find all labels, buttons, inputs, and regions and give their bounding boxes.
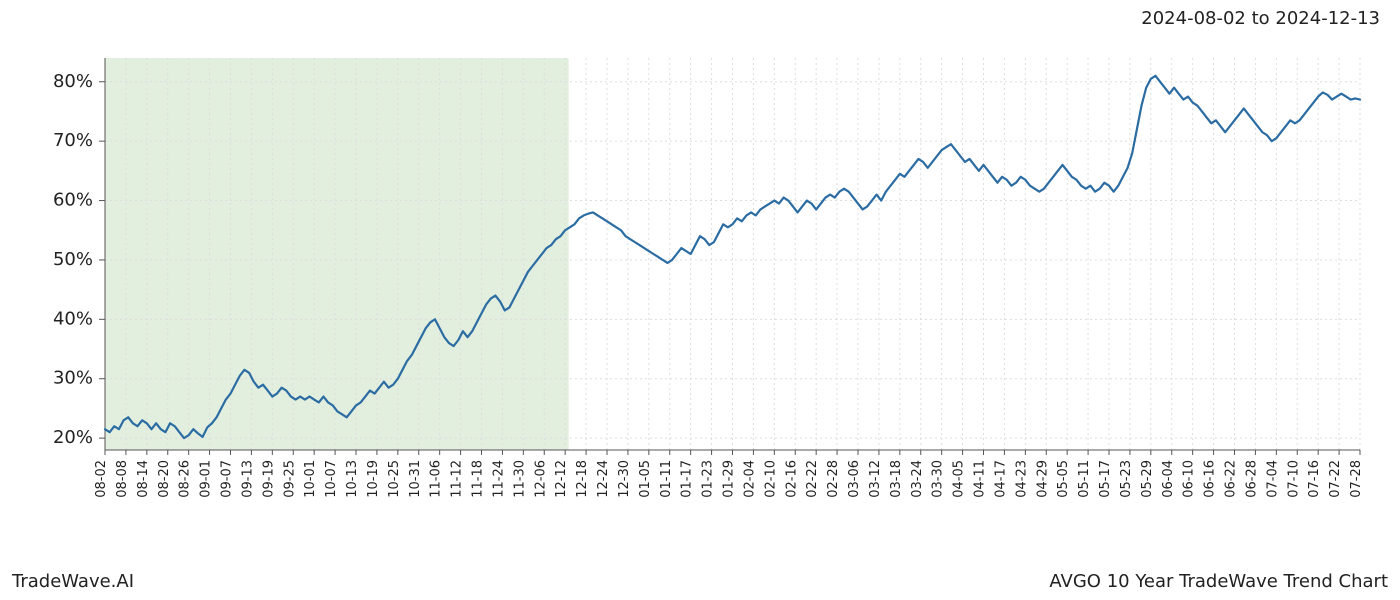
xtick-label: 04-23 — [1014, 460, 1029, 498]
xtick-label: 06-16 — [1203, 460, 1218, 498]
xtick-label: 02-10 — [763, 460, 778, 498]
xtick-label: 05-11 — [1077, 460, 1092, 498]
xtick-label: 10-31 — [408, 460, 423, 498]
xtick-label: 12-24 — [596, 460, 611, 498]
ytick-label: 40% — [53, 308, 93, 329]
xtick-label: 11-18 — [471, 460, 486, 498]
ytick-label: 80% — [53, 71, 93, 92]
xtick-label: 11-12 — [450, 460, 465, 498]
xtick-label: 06-04 — [1161, 460, 1176, 498]
ytick-label: 20% — [53, 427, 93, 448]
xtick-label: 02-28 — [826, 460, 841, 498]
xtick-label: 06-22 — [1224, 460, 1239, 498]
xtick-label: 02-22 — [805, 460, 820, 498]
date-range-label: 2024-08-02 to 2024-12-13 — [1141, 8, 1380, 29]
xtick-label: 03-12 — [868, 460, 883, 498]
xtick-label: 02-16 — [784, 460, 799, 498]
xtick-label: 10-13 — [345, 460, 360, 498]
trend-chart: 20% 30% 40% 50% 60% 70% 80% 08-02 08-08 08-14 08-2… — [0, 40, 1400, 560]
xtick-label: 05-23 — [1119, 460, 1134, 498]
xtick-label: 08-14 — [136, 460, 151, 498]
xtick-label: 07-28 — [1349, 460, 1364, 498]
xtick-label: 07-04 — [1265, 460, 1280, 498]
xtick-label: 09-13 — [240, 460, 255, 498]
xtick-label: 05-29 — [1140, 460, 1155, 498]
xtick-label: 03-30 — [931, 460, 946, 498]
xtick-label: 12-06 — [533, 460, 548, 498]
xtick-label: 05-05 — [1056, 460, 1071, 498]
chart-title: AVGO 10 Year TradeWave Trend Chart — [1049, 571, 1388, 592]
xtick-label: 09-07 — [220, 460, 235, 498]
ytick-label: 50% — [53, 249, 93, 270]
xtick-label: 06-28 — [1244, 460, 1259, 498]
xtick-label: 11-30 — [512, 460, 527, 498]
highlight-region — [105, 58, 569, 450]
xtick-label: 10-01 — [303, 460, 318, 498]
xtick-label: 11-06 — [429, 460, 444, 498]
xtick-label: 06-10 — [1182, 460, 1197, 498]
brand-label: TradeWave.AI — [12, 571, 134, 592]
xtick-label: 01-29 — [722, 460, 737, 498]
xtick-label: 03-06 — [847, 460, 862, 498]
xtick-label: 01-23 — [701, 460, 716, 498]
xtick-label: 11-24 — [491, 460, 506, 498]
xtick-label: 07-22 — [1328, 460, 1343, 498]
ytick-label: 60% — [53, 190, 93, 211]
xtick-label: 07-16 — [1307, 460, 1322, 498]
xtick-label: 04-29 — [1035, 460, 1050, 498]
xtick-label: 01-17 — [680, 460, 695, 498]
xtick-label: 09-01 — [199, 460, 214, 498]
xtick-label: 05-17 — [1098, 460, 1113, 498]
xtick-label: 10-25 — [387, 460, 402, 498]
xtick-label: 04-17 — [993, 460, 1008, 498]
xtick-label: 10-19 — [366, 460, 381, 498]
xtick-label: 03-18 — [889, 460, 904, 498]
xtick-label: 07-10 — [1286, 460, 1301, 498]
xtick-label: 08-26 — [178, 460, 193, 498]
xtick-label: 04-05 — [952, 460, 967, 498]
xtick-label: 08-20 — [157, 460, 172, 498]
xtick-label: 03-24 — [910, 460, 925, 498]
xtick-label: 04-11 — [973, 460, 988, 498]
xtick-label: 09-19 — [261, 460, 276, 498]
xtick-label: 01-05 — [638, 460, 653, 498]
xtick-label: 12-12 — [554, 460, 569, 498]
xtick-label: 09-25 — [282, 460, 297, 498]
ytick-label: 70% — [53, 130, 93, 151]
xtick-label: 08-02 — [94, 460, 109, 498]
xtick-label: 08-08 — [115, 460, 130, 498]
xtick-label: 10-07 — [324, 460, 339, 498]
xtick-label: 12-18 — [575, 460, 590, 498]
xtick-label: 12-30 — [617, 460, 632, 498]
xtick-label: 01-11 — [659, 460, 674, 498]
xtick-label: 02-04 — [742, 460, 757, 498]
ytick-label: 30% — [53, 368, 93, 389]
